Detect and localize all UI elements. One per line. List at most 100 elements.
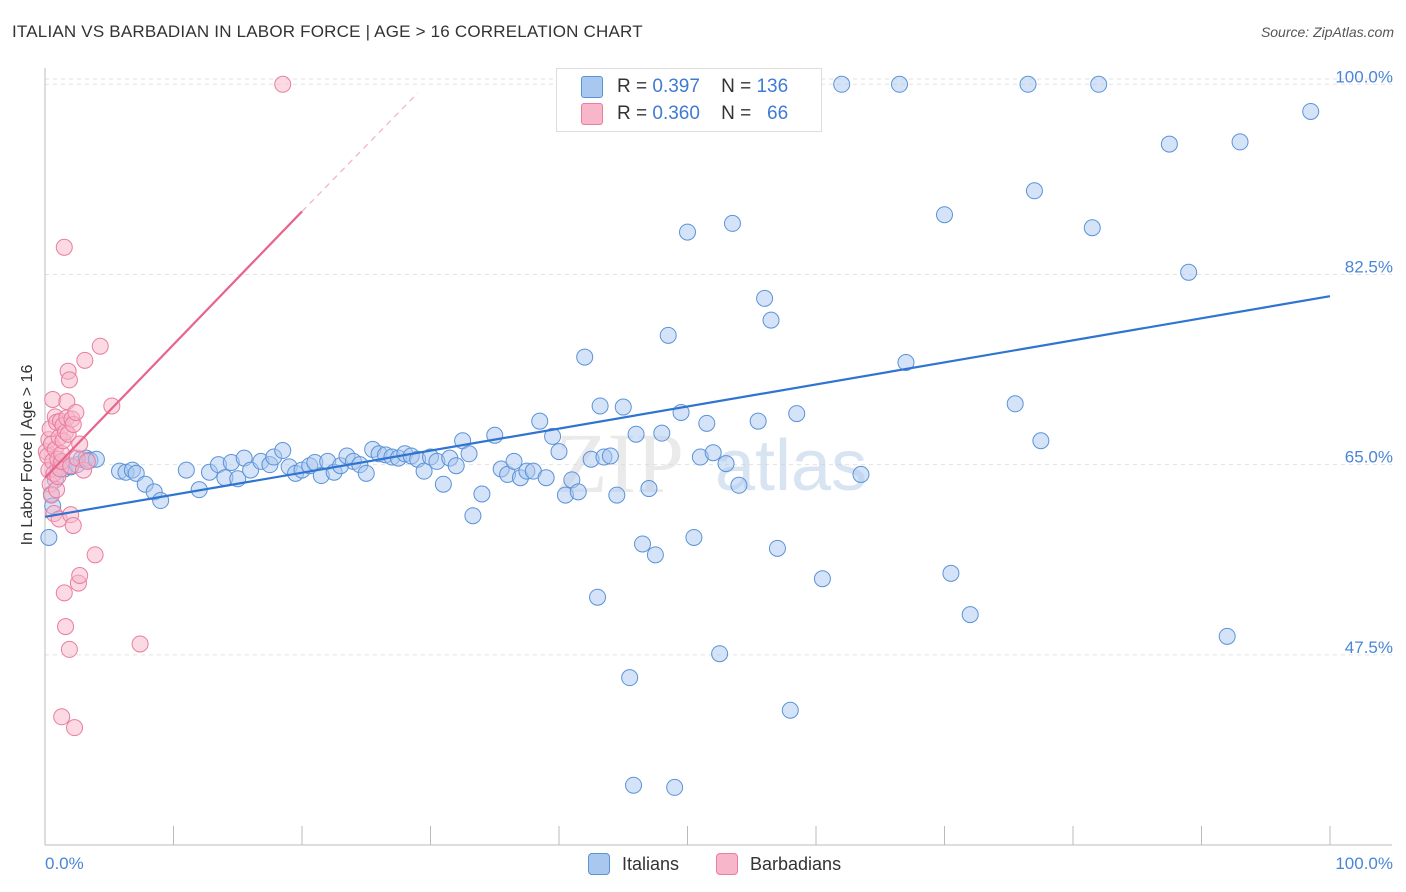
italians-point-110 [788, 405, 806, 423]
italians-point-91 [646, 546, 664, 564]
italians-point-121 [1160, 135, 1178, 153]
barbadians-point-35 [60, 371, 78, 389]
barbadians-point-54 [131, 635, 149, 653]
barbadians-point-29 [57, 618, 75, 636]
italians-point-118 [1025, 182, 1043, 200]
italians-point-72 [537, 469, 555, 487]
barbadians-point-50 [78, 452, 96, 470]
italians-point-87 [625, 776, 643, 794]
stats-legend: R = 0.397 N = 136 R = 0.360 N = 66 [556, 68, 822, 132]
italians-point-104 [730, 476, 748, 494]
italians-r-label: R = [617, 76, 648, 97]
legend-row-italians: R = 0.397 N = 136 [581, 75, 788, 99]
italians-r-value: 0.397 [652, 76, 700, 97]
barbadians-legend-label: Barbadians [750, 853, 842, 874]
barbadians-point-9 [44, 390, 62, 408]
italians-point-100 [704, 444, 722, 462]
italians-point-84 [608, 486, 626, 504]
y-axis-label: In Labor Force | Age > 16 [19, 364, 36, 546]
italians-point-61 [460, 445, 478, 463]
grid-lines [45, 78, 1392, 656]
italians-point-109 [781, 701, 799, 719]
italians-point-101 [711, 645, 729, 663]
barbadians-r-label: R = [617, 103, 648, 124]
barbadians-trend-line [44, 210, 303, 479]
barbadians-point-47 [71, 435, 89, 453]
italians-point-125 [1302, 102, 1320, 120]
italians-point-106 [756, 289, 774, 307]
bottom-legend-barbadians[interactable]: Barbadians [716, 852, 841, 876]
barbadians-point-28 [55, 584, 73, 602]
italians-n-value: 136 [756, 76, 789, 97]
italians-point-85 [614, 398, 632, 416]
barbadians-point-36 [60, 640, 78, 658]
barbadians-r-value: 0.360 [652, 103, 700, 124]
italians-point-112 [852, 465, 870, 483]
source-label: Source: ZipAtlas.com [1260, 24, 1394, 40]
y-tick-labels: 47.5% 65.0% 82.5% 100.0% [1335, 67, 1393, 657]
italians-point-122 [1180, 263, 1198, 281]
italians-point-81 [591, 397, 609, 415]
barbadians-point-42 [66, 719, 84, 737]
italians-point-59 [447, 457, 465, 475]
italians-point-67 [505, 452, 523, 470]
italians-swatch [581, 76, 603, 98]
x-tick-label-1: 100.0% [1335, 854, 1393, 873]
italians-point-117 [1006, 395, 1024, 413]
barbadians-point-52 [91, 337, 109, 355]
y-tick-label-1: 65.0% [1345, 448, 1393, 467]
barbadians-point-51 [86, 546, 104, 564]
italians-n-label: N = [721, 76, 752, 97]
watermark-atlas: atlas [715, 426, 867, 506]
italians-point-99 [698, 414, 716, 432]
italians-point-57 [434, 475, 452, 493]
italians-point-116 [961, 606, 979, 624]
italians-point-88 [627, 425, 645, 443]
y-tick-label-2: 82.5% [1345, 257, 1393, 276]
italians-point-71 [531, 412, 549, 430]
italians-point-32 [274, 442, 292, 460]
italians-point-131 [1019, 75, 1037, 93]
bottom-legend-italians[interactable]: Italians [588, 852, 679, 876]
italians-point-132 [1090, 75, 1108, 93]
italians-point-63 [473, 485, 491, 503]
italians-point-90 [640, 480, 658, 498]
barbadians-n-value: 66 [767, 103, 789, 124]
italians-point-73 [544, 427, 562, 445]
y-tick-label-3: 100.0% [1335, 67, 1393, 86]
barbadians-point-43 [67, 403, 85, 421]
italians-point-74 [550, 443, 568, 461]
italians-point-83 [601, 447, 619, 465]
x-tick-labels: 0.0% 100.0% [45, 854, 1393, 873]
italians-point-0 [40, 528, 58, 546]
italians-point-103 [723, 214, 741, 232]
italians-point-86 [621, 669, 639, 687]
x-tick-label-0: 0.0% [45, 854, 84, 873]
italians-point-114 [936, 206, 953, 224]
italians-point-45 [357, 464, 375, 482]
italians-legend-swatch [588, 853, 610, 875]
barbadians-point-53 [103, 397, 121, 415]
italians-point-108 [768, 539, 786, 557]
barbadians-point-27 [55, 238, 73, 256]
italians-point-54 [415, 462, 433, 480]
barbadians-point-46 [71, 566, 89, 584]
italians-point-129 [833, 75, 851, 93]
barbadians-point-49 [76, 351, 94, 369]
italians-point-124 [1231, 133, 1249, 151]
italians-point-115 [942, 564, 960, 582]
italians-point-94 [666, 778, 684, 796]
legend-row-barbadians: R = 0.360 N = 66 [581, 102, 788, 126]
italians-point-113 [897, 353, 915, 371]
italians-point-62 [464, 507, 482, 525]
trend-lines [44, 92, 1331, 518]
barbadians-trend-extension [301, 92, 419, 212]
italians-point-105 [749, 412, 767, 430]
italians-point-130 [891, 75, 909, 93]
italians-point-77 [569, 483, 587, 501]
italians-point-119 [1032, 432, 1050, 450]
italians-trend-line [44, 295, 1331, 518]
y-tick-label-0: 47.5% [1345, 638, 1393, 657]
barbadians-point-41 [64, 517, 82, 535]
barbadians-legend-swatch [716, 853, 738, 875]
